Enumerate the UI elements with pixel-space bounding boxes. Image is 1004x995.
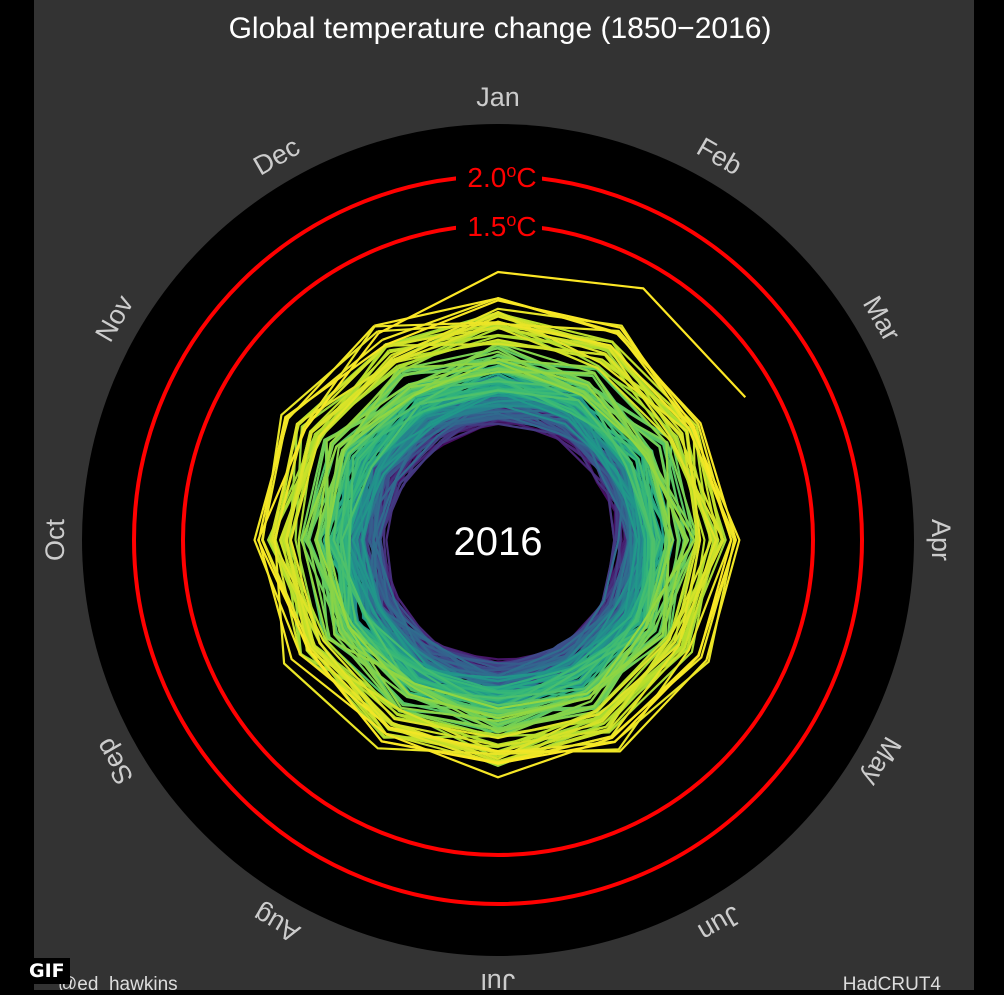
spiral-year-2011 [273,322,733,756]
chart-title: Global temperature change (1850−2016) [229,12,772,45]
spiral-year-1979 [303,368,696,732]
month-label-apr: Apr [926,519,956,561]
spiral-year-1989 [315,358,696,720]
month-label-jul: Jul [481,968,516,990]
month-label-oct: Oct [40,519,70,562]
threshold-label-backdrop [456,160,542,192]
spiral-year-1964 [336,376,654,711]
center-year-label: 2016 [454,520,543,564]
spiral-year-2012 [261,321,737,764]
spiral-year-1995 [297,334,715,739]
threshold-label-0: 1.5oC [467,210,536,242]
plot-background-disc [82,124,914,956]
month-label-jan: Jan [476,82,520,112]
spiral-year-1988 [300,361,687,710]
spiral-year-2015 [257,299,733,765]
threshold-label-backdrop [456,209,542,241]
spiral-year-2001 [282,324,723,758]
threshold-label-1: 2.0oC [467,161,536,193]
spiral-year-2013 [253,297,741,753]
gif-badge: GIF [24,958,70,984]
spiral-year-1986 [325,370,675,734]
threshold-labels: 1.5oC 2.0oC [456,160,542,242]
spiral-year-2007 [284,320,713,761]
spiral-lines [253,270,747,779]
spiral-year-2016 [378,270,747,398]
spiral-year-2008 [271,315,718,740]
credit-source: HadCRUT4 [843,974,942,990]
credit-author: @ed_hawkins [58,974,178,990]
